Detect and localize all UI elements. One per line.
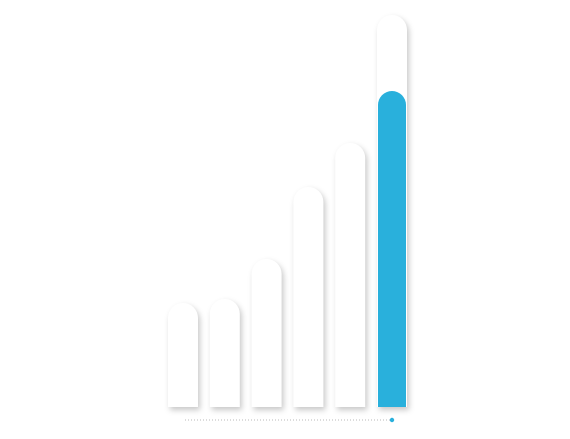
bar (335, 143, 366, 407)
bar (293, 187, 324, 407)
baseline-marker (389, 417, 395, 423)
bar (378, 91, 406, 407)
bar (209, 299, 240, 407)
bar (168, 303, 198, 407)
bar (251, 259, 282, 407)
